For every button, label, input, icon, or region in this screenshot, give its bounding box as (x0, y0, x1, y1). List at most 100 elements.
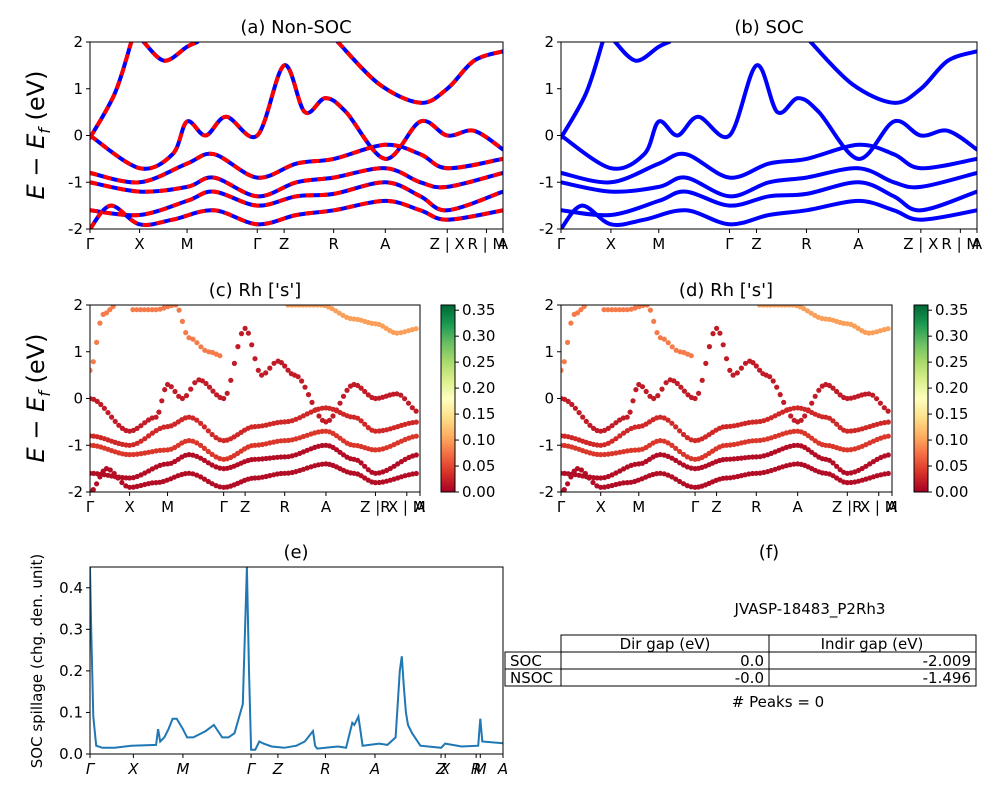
band-point (866, 330, 872, 336)
band-point (673, 424, 679, 430)
band-point (576, 410, 582, 416)
x-tick-label: Γ (219, 498, 228, 516)
band-point (688, 456, 694, 462)
band-point (613, 450, 619, 456)
x-tick-label: Γ (557, 498, 566, 516)
band-point (278, 360, 284, 366)
band-point (678, 384, 684, 390)
band-point (684, 464, 690, 470)
band-point (179, 395, 185, 402)
band-point (238, 331, 245, 337)
band-point (816, 387, 822, 393)
band-point (217, 456, 223, 462)
x-tick-label: Γ (691, 498, 700, 516)
panel-f-title: (f) (759, 542, 779, 563)
band-point (271, 360, 277, 366)
band-point (186, 335, 192, 341)
x-tick-label: R | M (941, 235, 979, 253)
x-tick-label: M (161, 498, 174, 516)
band-point (153, 414, 159, 420)
y-tick-label: 1 (73, 343, 83, 361)
x-tick-label: Γ (253, 235, 262, 253)
band-point (848, 479, 854, 486)
band-point (677, 428, 683, 434)
band-point (561, 359, 567, 365)
x-tick-label: X (124, 498, 134, 516)
band-point (870, 392, 876, 398)
band-point (774, 384, 780, 390)
band-point (282, 438, 288, 444)
x-tick-label: A (853, 235, 864, 253)
x-tick-label: M (176, 760, 189, 778)
band-point (252, 475, 258, 481)
band-point (134, 307, 140, 313)
band-point (826, 415, 833, 421)
y-tick-label: 0.1 (59, 703, 83, 721)
band-point (874, 396, 880, 402)
band-point (110, 305, 116, 310)
band-point (267, 455, 273, 461)
band-point (115, 475, 121, 481)
band-point (134, 425, 140, 431)
band-point (717, 330, 723, 336)
band-point (362, 388, 368, 395)
band-point (198, 455, 204, 461)
band-point (753, 363, 759, 369)
band-point (848, 428, 854, 434)
band-point (688, 437, 694, 443)
band-point (742, 360, 749, 366)
spillage-line (90, 567, 503, 751)
band-point (182, 471, 188, 477)
band-point (632, 447, 638, 453)
band-point (673, 457, 679, 463)
band-point (362, 463, 368, 469)
band-point (402, 396, 408, 402)
band-point (190, 471, 196, 477)
band-point (252, 442, 258, 448)
table-cell: -2.009 (923, 652, 971, 670)
x-tick-label: Z (272, 760, 284, 778)
band-point (617, 433, 623, 439)
band-point (365, 392, 371, 398)
x-tick-label: R (801, 235, 811, 253)
band-point (172, 388, 178, 395)
band-point (632, 461, 638, 467)
band-point (727, 367, 733, 373)
gap-table: Dir gap (eV) Indir gap (eV) SOC 0.0 -2.0… (504, 634, 977, 687)
band-point (673, 476, 679, 482)
band-point (372, 470, 378, 476)
band-point (161, 305, 167, 311)
x-tick-label: M (652, 235, 665, 253)
band-point (844, 480, 850, 486)
band-point (153, 307, 159, 313)
band-point (165, 305, 171, 310)
band-point (628, 306, 634, 312)
x-tick-label: X | M (860, 498, 898, 516)
band-point (605, 307, 611, 313)
band-point (358, 460, 364, 466)
band-point (665, 340, 671, 346)
band-point (684, 483, 690, 489)
band-point (157, 447, 163, 453)
band-point (688, 484, 694, 490)
band-point (90, 367, 93, 373)
band-line-dashed (90, 63, 503, 171)
band-point (613, 436, 619, 442)
band-point (282, 454, 288, 460)
band-point (561, 367, 564, 373)
band-point (146, 433, 152, 439)
band-point (194, 453, 200, 459)
band-point (837, 392, 843, 398)
band-point (161, 424, 167, 430)
band-point (657, 335, 663, 341)
band-line (561, 198, 977, 229)
band-point (285, 367, 291, 373)
band-point (578, 307, 584, 313)
y-tick-label: 2 (73, 296, 83, 314)
band-point (319, 428, 325, 434)
panel-c-title: (c) Rh ['s'] (209, 280, 302, 301)
band-point (624, 414, 630, 420)
band-point (97, 474, 103, 480)
band-point (830, 385, 836, 391)
band-point (372, 447, 378, 453)
